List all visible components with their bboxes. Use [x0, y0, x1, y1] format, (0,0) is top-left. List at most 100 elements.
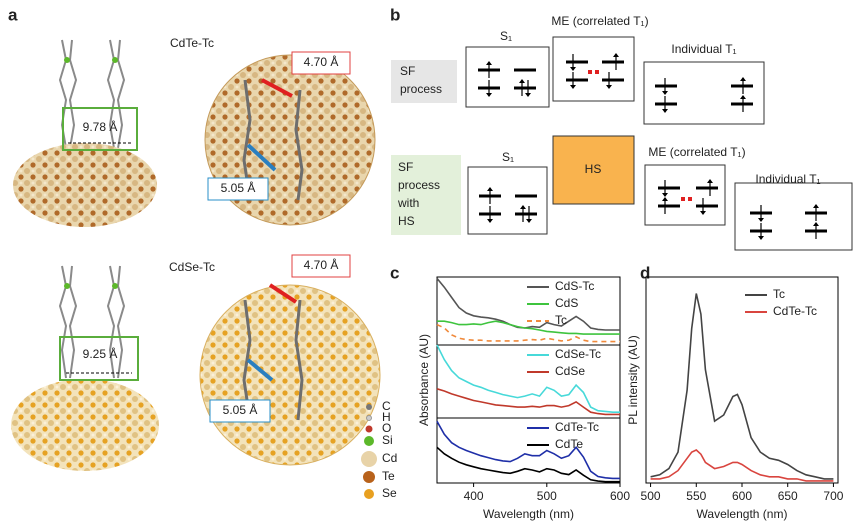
legend-label: CdSe [555, 364, 585, 378]
label-box [207, 177, 269, 201]
highlight-box [62, 107, 138, 151]
legend-label: CdTe-Tc [555, 420, 599, 434]
coupling [595, 70, 599, 74]
state-box [467, 166, 548, 235]
state-label: Individual T₁ [671, 42, 736, 56]
x-tick-label: 600 [732, 489, 752, 503]
spin-arrow-head [520, 205, 526, 209]
state-box [734, 182, 853, 251]
legend-label: CdTe [555, 437, 583, 451]
distance-marker [268, 283, 298, 304]
panel-label: d [640, 263, 650, 282]
legend-label: Tc [773, 287, 785, 301]
hs-label: HS [585, 162, 602, 176]
x-tick-label: 600 [610, 489, 630, 503]
spin-arrow-head [662, 91, 668, 95]
spin-arrow-head [758, 218, 764, 222]
x-tick-label: 500 [537, 489, 557, 503]
x-tick-label: 550 [686, 489, 706, 503]
process-label: SF [400, 64, 415, 78]
state-box [465, 46, 550, 108]
panel-label: b [390, 5, 400, 24]
nanocrystal [11, 379, 159, 471]
legend-label: H [382, 410, 391, 424]
hs-box [552, 135, 635, 205]
x-axis-label: Wavelength (nm) [483, 507, 574, 521]
y-axis-label: Absorbance (AU) [417, 334, 431, 426]
spin-arrow-head [519, 79, 525, 83]
panel-label: c [390, 263, 399, 282]
legend-label: Cd [382, 451, 397, 465]
legend-label: O [382, 421, 391, 435]
spin-arrow-head [487, 219, 493, 223]
legend-label: CdTe-Tc [773, 304, 817, 318]
distance-label: 5.05 Å [221, 180, 256, 195]
state-box [644, 164, 726, 226]
distance-label: 9.78 Å [83, 119, 118, 134]
series-line [650, 449, 834, 482]
plot-frame [436, 417, 621, 484]
distance-label: 5.05 Å [223, 402, 258, 417]
state-label: S₁ [500, 29, 512, 43]
distance-marker [246, 143, 277, 172]
spin-arrow-head [570, 67, 576, 71]
spin-arrow-head [570, 85, 576, 89]
process-label: process [398, 178, 440, 192]
legend-label: CdS [555, 296, 578, 310]
spin-arrow-head [525, 93, 531, 97]
spin-arrow-head [486, 93, 492, 97]
state-label: Individual T₁ [755, 172, 820, 186]
state-label: ME (correlated T₁) [551, 14, 648, 28]
series-line [436, 344, 620, 413]
state-box [643, 61, 765, 125]
coupling [681, 197, 685, 201]
legend-label: Si [382, 433, 393, 447]
spin-arrow-head [662, 197, 668, 201]
legend-label: Se [382, 486, 397, 500]
legend-label: Tc [555, 313, 567, 327]
state-label: ME (correlated T₁) [648, 145, 745, 159]
panel-label: a [8, 5, 18, 24]
coupling [588, 70, 592, 74]
x-tick-label: 400 [464, 489, 484, 503]
legend-label: CdSe-Tc [555, 347, 601, 361]
nanocrystal [199, 284, 381, 466]
state-label: S₁ [502, 150, 514, 164]
legend-label: C [382, 399, 391, 413]
x-tick-label: 500 [641, 489, 661, 503]
distance-label: 4.70 Å [304, 257, 339, 272]
coupling [688, 197, 692, 201]
atom-legend: C H O Si Cd Te Se [361, 399, 397, 500]
distance-marker [261, 78, 293, 98]
highlight-box [59, 336, 139, 381]
y-axis-label: PL intensity (AU) [626, 335, 640, 425]
nanocrystal [13, 143, 157, 227]
spin-arrow-head [526, 219, 532, 223]
spin-arrow-head [487, 187, 493, 191]
label-box [209, 399, 271, 423]
series-line [650, 293, 834, 480]
structure-title: CdTe-Tc [170, 36, 214, 50]
distance-label: 4.70 Å [304, 54, 339, 69]
structure-title: CdSe-Tc [169, 260, 215, 274]
process-label: HS [398, 214, 415, 228]
series-line [436, 277, 620, 331]
x-tick-label: 650 [778, 489, 798, 503]
spin-arrow-head [613, 53, 619, 57]
process-label: SF [398, 160, 413, 174]
spin-arrow-head [740, 95, 746, 99]
series-line [436, 388, 620, 416]
label-box [291, 254, 351, 278]
distance-label: 9.25 Å [83, 346, 118, 361]
spin-arrow-head [700, 211, 706, 215]
spin-arrow-head [707, 179, 713, 183]
process-label: process [400, 82, 442, 96]
spin-arrow-head [813, 204, 819, 208]
series-line [437, 320, 620, 335]
process-box [391, 60, 457, 103]
spin-arrow-head [662, 109, 668, 113]
spin-arrow-head [813, 222, 819, 226]
spin-arrow-head [606, 85, 612, 89]
process-box [391, 155, 461, 235]
